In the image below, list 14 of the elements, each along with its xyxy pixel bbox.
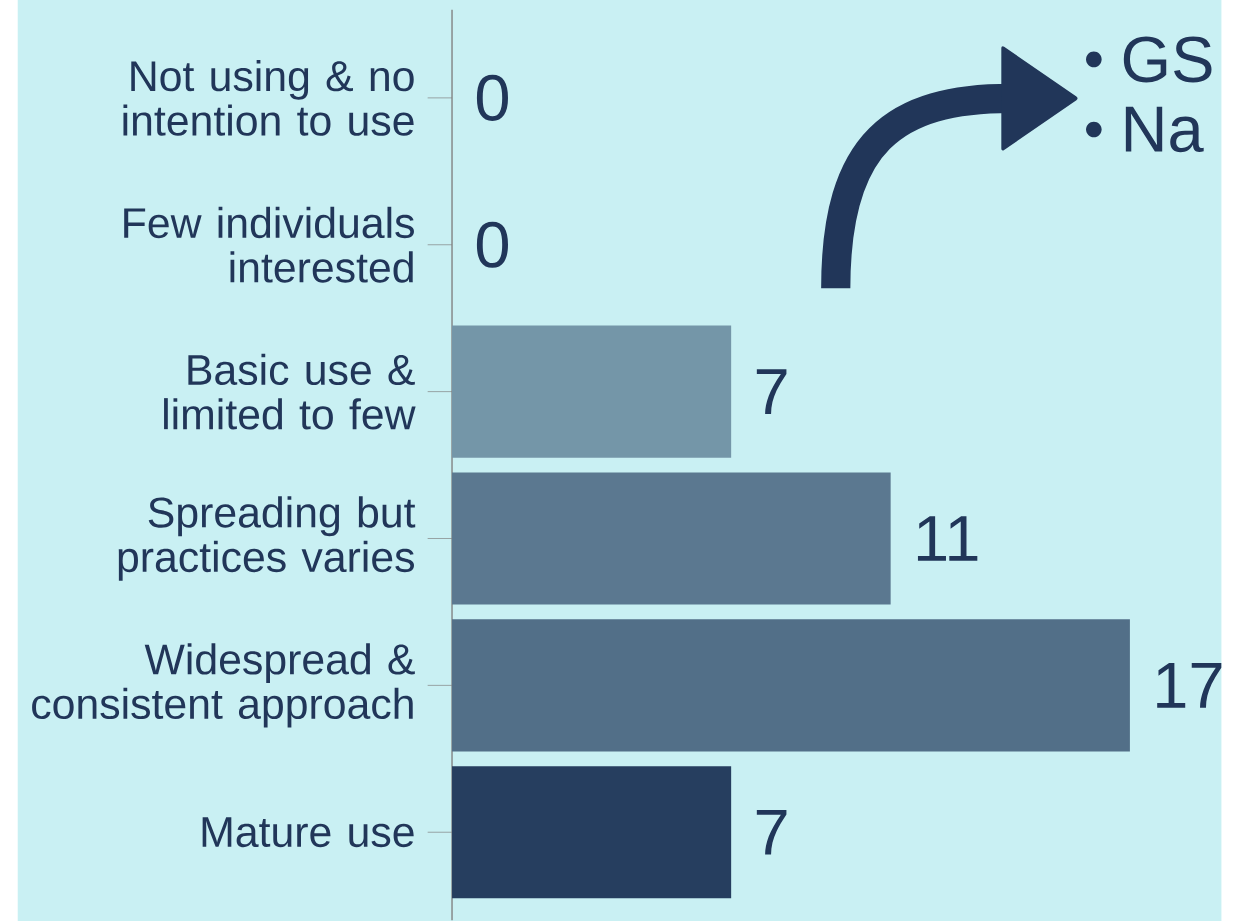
data-label: 17 (1157, 662, 1222, 708)
y-tick-label: Few individuals interested (124, 206, 414, 283)
data-label: 7 (756, 809, 787, 855)
data-label: 0 (476, 74, 508, 121)
y-tick-label: Not using & no intention to use (123, 59, 414, 136)
data-label: 11 (917, 515, 978, 561)
y-tick-label: Basic use & limited to few (164, 353, 416, 430)
annotation: GS (1123, 36, 1212, 83)
y-tick-label: Mature use (202, 817, 414, 848)
y-tick-label: Widespread & consistent approach (32, 642, 415, 728)
annotation: Na (1125, 106, 1204, 153)
data-label: 7 (756, 369, 787, 414)
y-tick-label: Spreading but practices varies (118, 496, 416, 581)
data-label: 0 (476, 221, 508, 268)
